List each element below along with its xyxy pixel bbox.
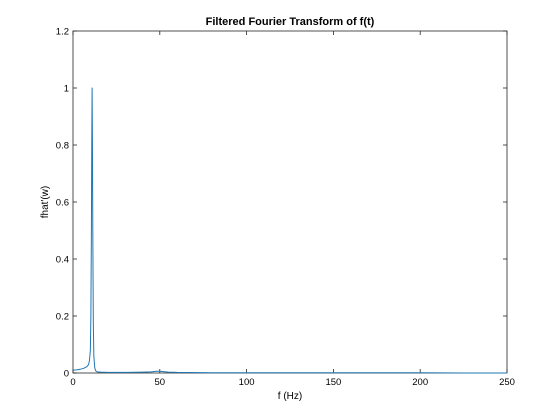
y-tick-label: 0.4 xyxy=(56,255,69,266)
chart-title: Filtered Fourier Transform of f(t) xyxy=(206,16,375,28)
y-tick-label: 0.8 xyxy=(56,141,69,152)
series-group xyxy=(72,87,507,374)
y-tick-label: 0.6 xyxy=(56,198,69,209)
x-tick-label: 200 xyxy=(412,377,428,388)
y-axis-label: fhat'(w) xyxy=(40,186,51,218)
x-tick-label: 0 xyxy=(70,377,75,388)
series-line xyxy=(72,87,507,374)
y-tick-label: 0 xyxy=(64,369,69,380)
y-tick-label: 1.2 xyxy=(56,27,69,38)
x-tick-label: 50 xyxy=(155,377,166,388)
x-tick-label: 250 xyxy=(499,377,515,388)
x-tick-label: 100 xyxy=(239,377,255,388)
y-tick-label: 0.2 xyxy=(56,312,69,323)
ticks-group: 0 50 100 150 200 250 0 0.2 0.4 0.6 0.8 1 1.2 xyxy=(56,27,515,389)
axes-box xyxy=(72,30,508,374)
y-tick-label: 1 xyxy=(64,84,69,95)
x-tick-label: 150 xyxy=(325,377,341,388)
x-axis-label: f (Hz) xyxy=(278,391,302,402)
